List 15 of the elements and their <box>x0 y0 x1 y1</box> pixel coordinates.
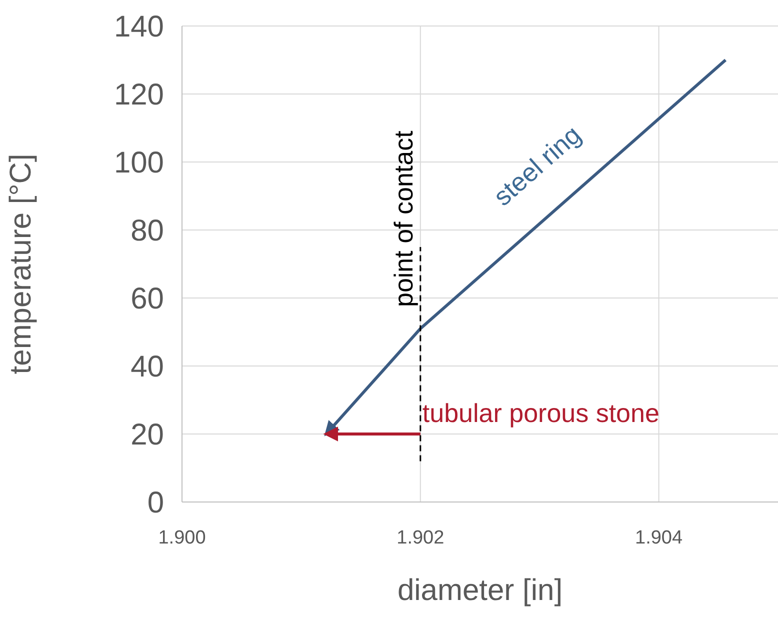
y-tick-label: 0 <box>147 486 164 520</box>
y-tick-label: 20 <box>130 418 164 452</box>
series-label: tubular porous stone <box>422 398 660 428</box>
y-tick-label: 140 <box>114 10 164 44</box>
x-tick-label: 1.900 <box>158 527 206 548</box>
x-axis-title: diameter [in] <box>397 574 563 607</box>
x-tick-label: 1.904 <box>635 527 684 548</box>
x-tick-label: 1.902 <box>396 527 444 548</box>
y-tick-label: 80 <box>130 214 164 248</box>
text: point of contact <box>388 130 418 307</box>
y-tick-label: 60 <box>130 282 164 316</box>
y-tick-label: 40 <box>130 350 164 384</box>
y-tick-label: 120 <box>114 78 164 112</box>
y-axis-title: temperature [°C] <box>4 154 38 374</box>
y-tick-label: 100 <box>114 146 164 180</box>
